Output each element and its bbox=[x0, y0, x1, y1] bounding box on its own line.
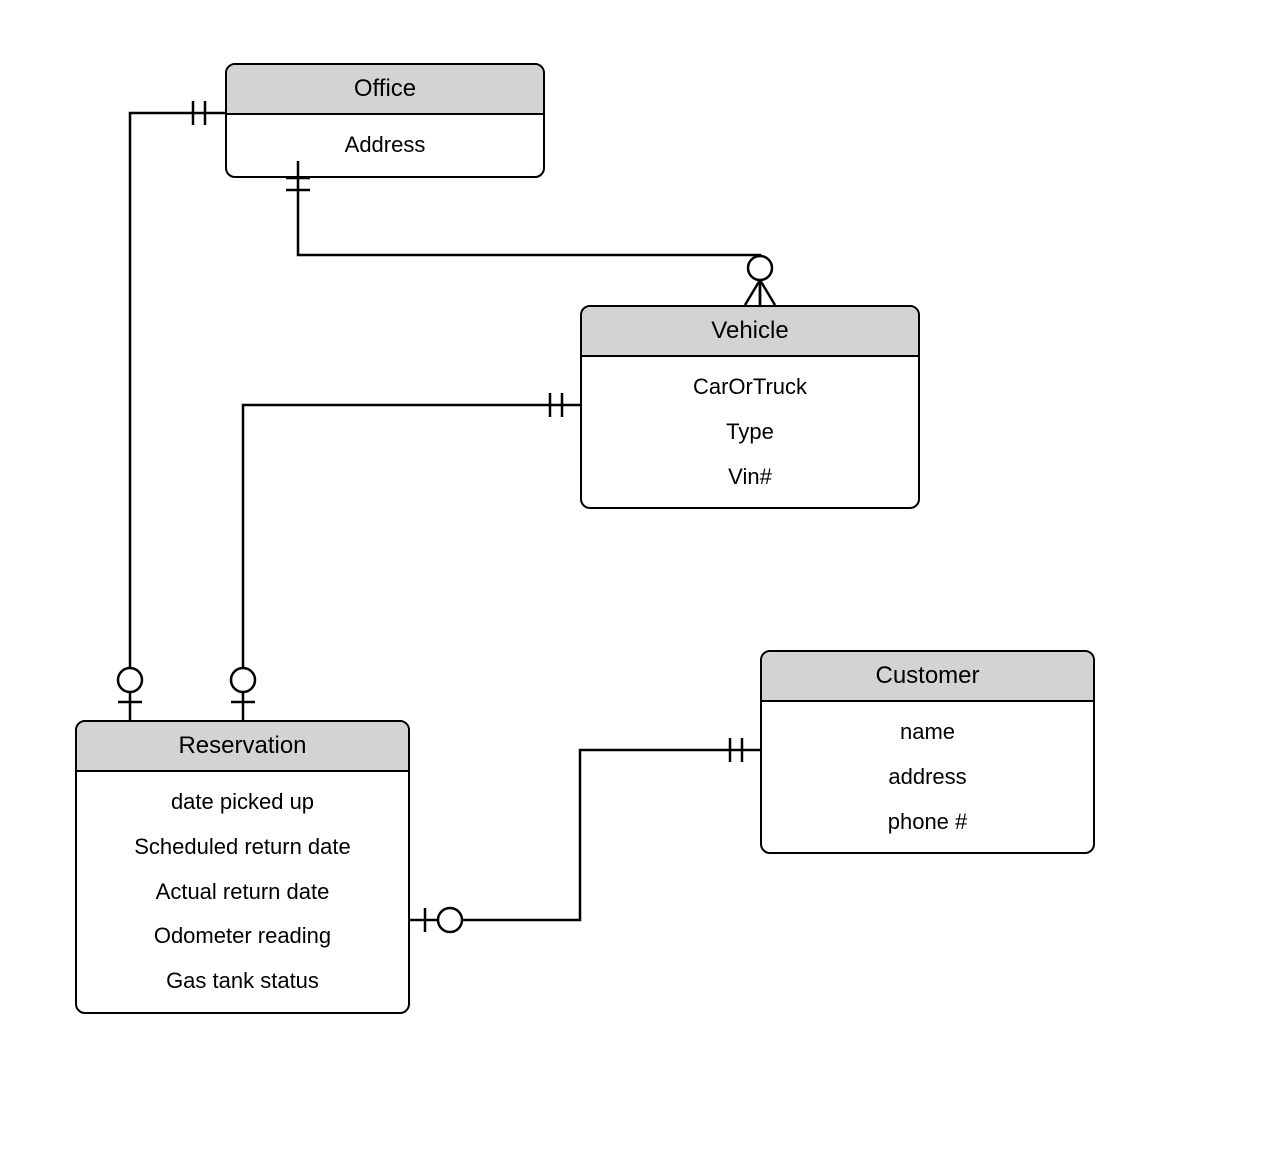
entity-customer-attr-0: name bbox=[762, 710, 1093, 755]
entity-vehicle-title: Vehicle bbox=[582, 307, 918, 357]
entity-vehicle: Vehicle CarOrTruck Type Vin# bbox=[580, 305, 920, 509]
entity-vehicle-attr-2: Vin# bbox=[582, 455, 918, 500]
entity-reservation-attr-2: Actual return date bbox=[77, 870, 408, 915]
entity-office-title: Office bbox=[227, 65, 543, 115]
entity-reservation-title: Reservation bbox=[77, 722, 408, 772]
entity-customer-title: Customer bbox=[762, 652, 1093, 702]
entity-reservation-attr-0: date picked up bbox=[77, 780, 408, 825]
entity-vehicle-body: CarOrTruck Type Vin# bbox=[582, 357, 918, 507]
entity-reservation-body: date picked up Scheduled return date Act… bbox=[77, 772, 408, 1012]
entity-office-body: Address bbox=[227, 115, 543, 176]
entity-reservation: Reservation date picked up Scheduled ret… bbox=[75, 720, 410, 1014]
entity-customer-body: name address phone # bbox=[762, 702, 1093, 852]
entity-customer: Customer name address phone # bbox=[760, 650, 1095, 854]
entity-vehicle-attr-1: Type bbox=[582, 410, 918, 455]
entity-reservation-attr-4: Gas tank status bbox=[77, 959, 408, 1004]
entity-reservation-attr-1: Scheduled return date bbox=[77, 825, 408, 870]
entity-reservation-attr-3: Odometer reading bbox=[77, 914, 408, 959]
entity-office-attr-0: Address bbox=[227, 123, 543, 168]
entity-customer-attr-1: address bbox=[762, 755, 1093, 800]
entity-customer-attr-2: phone # bbox=[762, 800, 1093, 845]
entity-vehicle-attr-0: CarOrTruck bbox=[582, 365, 918, 410]
entity-office: Office Address bbox=[225, 63, 545, 178]
